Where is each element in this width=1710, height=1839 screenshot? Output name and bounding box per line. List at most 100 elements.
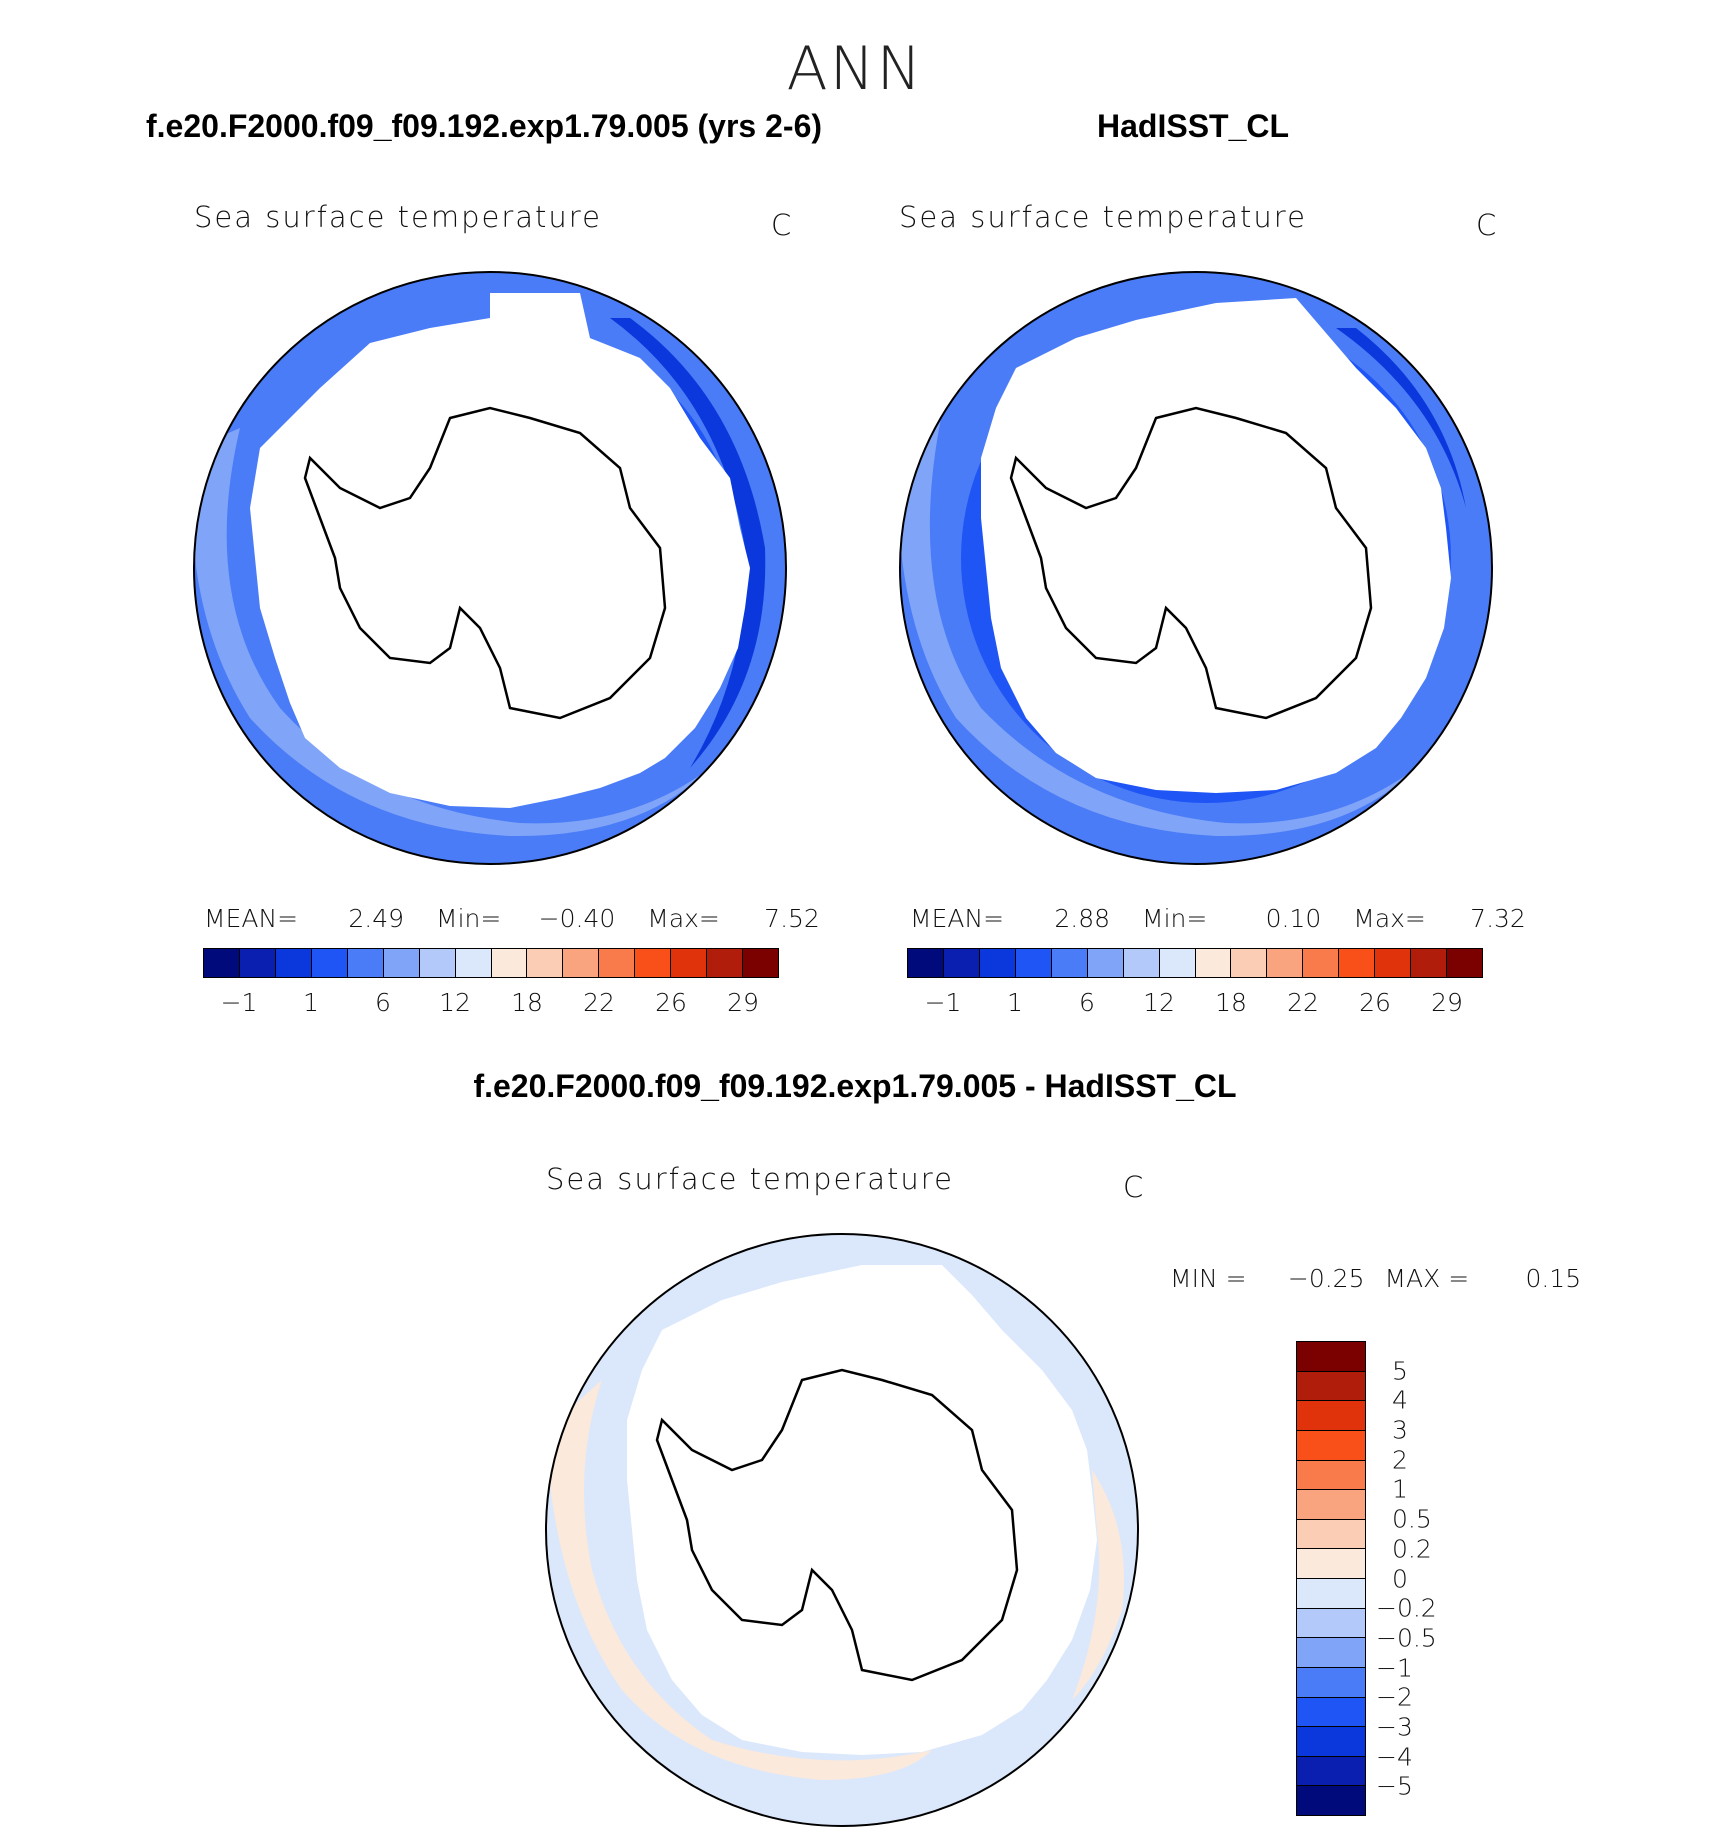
colorbar-swatch	[1297, 1519, 1365, 1550]
colorbar-tick-label: 18	[1215, 988, 1247, 1017]
colorbar-swatch	[1297, 1608, 1365, 1639]
panel-1-variable-label: Sea surface temperature	[194, 200, 602, 234]
colorbar-tick-label: 1	[303, 988, 319, 1017]
colorbar-level-label: 5	[1392, 1356, 1408, 1386]
colorbar-swatch	[1411, 949, 1448, 977]
max-label: Max=	[647, 904, 720, 933]
colorbar-swatch	[1051, 949, 1088, 977]
colorbar-level-label: −1	[1376, 1653, 1413, 1683]
diff-polar-map	[545, 1233, 1139, 1827]
diff-positive-field	[546, 1380, 932, 1780]
colorbar-level-label: 0.5	[1392, 1504, 1432, 1534]
colorbar-swatch	[743, 949, 778, 977]
colorbar-swatch	[1297, 1430, 1365, 1461]
panel-2-variable-label: Sea surface temperature	[899, 200, 1307, 234]
colorbar-swatch	[1297, 1579, 1365, 1609]
colorbar-swatch	[1375, 949, 1412, 977]
colorbar-tick-label: 6	[1079, 988, 1095, 1017]
colorbar-swatch	[275, 949, 312, 977]
colorbar-swatch	[943, 949, 980, 977]
colorbar-swatch	[239, 949, 276, 977]
panel-2-polar-map	[899, 271, 1493, 865]
diff-positive-field-east	[1072, 1470, 1124, 1700]
colorbar-swatch	[383, 949, 420, 977]
sea-ice-mask	[627, 1265, 1097, 1755]
panel-2-units-label: C	[1476, 208, 1497, 242]
colorbar-swatch	[1195, 949, 1232, 977]
max-label: Max=	[1353, 904, 1426, 933]
diff-stats: MIN = −0.25 MAX = 0.15	[1170, 1264, 1581, 1293]
panel-2-colorbar-ticks: −1 1 6 12 18 22 26 29	[907, 988, 1483, 1020]
max-label: MAX =	[1384, 1264, 1470, 1293]
colorbar-level-label: 3	[1392, 1415, 1408, 1445]
colorbar-level-label: 2	[1392, 1445, 1408, 1475]
colorbar-swatch	[455, 949, 492, 977]
colorbar-level-label: −3	[1376, 1712, 1413, 1742]
panel-2-case-title: HadISST_CL	[1097, 108, 1290, 144]
colorbar-swatch	[1297, 1756, 1365, 1787]
colorbar-swatch	[419, 949, 456, 977]
colorbar-swatch	[1297, 1638, 1365, 1668]
diff-units-label: C	[1123, 1170, 1144, 1204]
mean-label: MEAN=	[204, 904, 299, 933]
colorbar-swatch	[908, 949, 944, 977]
panel-1-units-label: C	[771, 208, 792, 242]
map-boundary	[545, 1233, 1139, 1827]
colorbar-swatch	[1447, 949, 1482, 977]
colorbar-level-label: −0.2	[1376, 1593, 1437, 1623]
mean-value: 2.88	[1054, 904, 1111, 933]
antarctica-coastline	[303, 406, 667, 720]
panel-1-colorbar	[203, 948, 779, 978]
sea-ice-mask	[250, 293, 750, 808]
min-label: MIN =	[1170, 1264, 1247, 1293]
colorbar-swatch	[1087, 949, 1124, 977]
colorbar-swatch	[1303, 949, 1340, 977]
panel-1-case-title: f.e20.F2000.f09_f09.192.exp1.79.005 (yrs…	[146, 108, 823, 144]
mean-label: MEAN=	[910, 904, 1005, 933]
colorbar-swatch	[1297, 1667, 1365, 1698]
colorbar-level-label: 1	[1392, 1474, 1408, 1504]
min-label: Min=	[1142, 904, 1208, 933]
sea-ice-mask	[981, 298, 1451, 793]
colorbar-tick-label: 29	[1431, 988, 1463, 1017]
colorbar-tick-label: 12	[1143, 988, 1175, 1017]
colorbar-swatch	[979, 949, 1016, 977]
colorbar-swatch	[1297, 1490, 1365, 1520]
colorbar-swatch	[1297, 1786, 1365, 1815]
max-value: 7.32	[1470, 904, 1526, 933]
colorbar-tick-label: 26	[655, 988, 687, 1017]
colorbar-swatch	[635, 949, 672, 977]
colorbar-tick-label: −1	[924, 988, 962, 1017]
colorbar-swatch	[599, 949, 636, 977]
max-value: 0.15	[1525, 1264, 1582, 1293]
min-value: 0.10	[1265, 904, 1322, 933]
colorbar-swatch	[1297, 1371, 1365, 1402]
colorbar-swatch	[1297, 1549, 1365, 1579]
panel-2-colorbar	[907, 948, 1483, 978]
diff-variable-label: Sea surface temperature	[546, 1162, 954, 1196]
diff-case-title: f.e20.F2000.f09_f09.192.exp1.79.005 - Ha…	[473, 1068, 1237, 1104]
colorbar-swatch	[204, 949, 240, 977]
colorbar-swatch	[1267, 949, 1304, 977]
colorbar-swatch	[491, 949, 528, 977]
panel-1-colorbar-ticks: −1 1 6 12 18 22 26 29	[203, 988, 779, 1020]
colorbar-level-label: −4	[1376, 1742, 1413, 1772]
colorbar-tick-label: 1	[1007, 988, 1023, 1017]
colorbar-swatch	[1297, 1727, 1365, 1757]
min-value: −0.25	[1287, 1264, 1365, 1293]
colorbar-tick-label: 22	[1287, 988, 1319, 1017]
colorbar-swatch	[1339, 949, 1376, 977]
antarctica-coastline	[655, 1368, 1019, 1682]
mean-value: 2.49	[348, 904, 405, 933]
colorbar-swatch	[1297, 1697, 1365, 1728]
colorbar-tick-label: 29	[727, 988, 759, 1017]
colorbar-swatch	[1231, 949, 1268, 977]
panel-2-stats: MEAN= 2.88 Min= 0.10 Max= 7.32	[910, 904, 1526, 933]
colorbar-swatch	[671, 949, 708, 977]
colorbar-swatch	[1297, 1401, 1365, 1431]
diff-colorbar	[1296, 1341, 1366, 1816]
antarctica-coastline	[1009, 406, 1373, 720]
colorbar-tick-label: 26	[1359, 988, 1391, 1017]
diff-colorbar-labels: 5 4 3 2 1 0.5 0.2 0 −0.2 −0.5 −1 −2 −3 −4 −5	[1376, 1341, 1466, 1816]
colorbar-swatch	[527, 949, 564, 977]
